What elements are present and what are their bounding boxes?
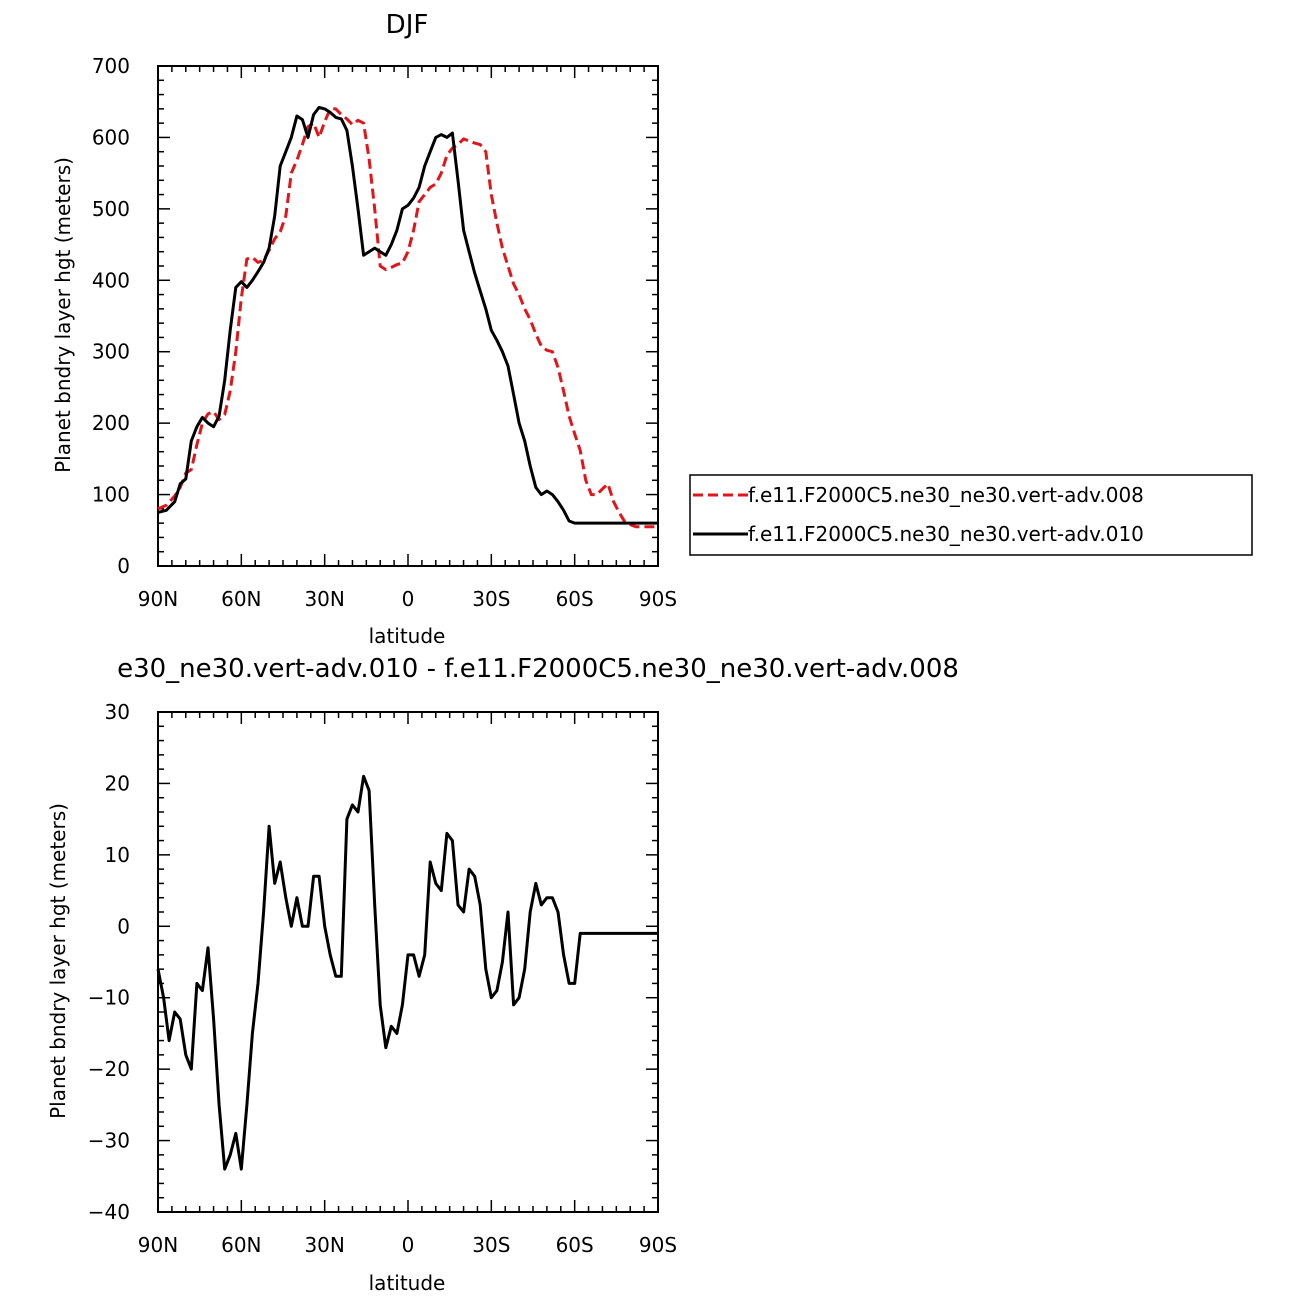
bottom-x-tick-label: 60N [221,1233,261,1257]
bottom-chart-title: e30_ne30.vert-adv.010 - f.e11.F2000C5.ne… [117,654,959,684]
bottom-y-tick-label: −40 [88,1200,130,1224]
legend-label-008: f.e11.F2000C5.ne30_ne30.vert-adv.008 [748,483,1144,507]
top-y-tick-label: 500 [92,197,130,221]
top-y-tick-label: 600 [92,125,130,149]
legend-box [689,474,1253,556]
bottom-x-tick-label: 90N [138,1233,178,1257]
top-plot-area: 90N 60N 30N 0 30S 60S 90S 0 100 200 300 400 500 600 70… [92,54,677,611]
top-y-tick-label: 300 [92,340,130,364]
top-x-tick-label: 60S [556,587,594,611]
bottom-x-tick-label: 90S [639,1233,677,1257]
bottom-x-axis-label: latitude [369,1271,446,1295]
legend: f.e11.F2000C5.ne30_ne30.vert-adv.008 f.e… [689,474,1253,556]
bottom-y-tick-label: 0 [117,914,130,938]
top-y-axis-label: Planet bndry layer hgt (meters) [51,157,75,473]
bottom-x-tick-label: 30N [304,1233,344,1257]
bottom-x-tick-label: 60S [556,1233,594,1257]
top-x-axis-label: latitude [369,624,446,648]
bottom-y-axis-label: Planet bndry layer hgt (meters) [46,803,70,1119]
bottom-x-tick-label: 30S [472,1233,510,1257]
top-x-tick-label: 90N [138,587,178,611]
bottom-y-tick-label: 20 [105,771,130,795]
top-x-tick-label: 90S [639,587,677,611]
top-y-tick-label: 100 [92,483,130,507]
top-chart-title: DJF [386,10,429,40]
bottom-x-tick-label: 0 [402,1233,415,1257]
bottom-y-tick-label: −10 [88,986,130,1010]
bottom-y-tick-label: −20 [88,1057,130,1081]
top-x-tick-label: 60N [221,587,261,611]
top-x-tick-label: 0 [402,587,415,611]
top-y-tick-label: 700 [92,54,130,78]
top-series-line-1 [157,105,658,525]
top-series-line-0 [157,107,658,529]
top-x-tick-label: 30S [472,587,510,611]
top-x-tick-label: 30N [304,587,344,611]
bottom-series-line-0 [156,774,658,1171]
legend-label-010: f.e11.F2000C5.ne30_ne30.vert-adv.010 [748,522,1144,546]
top-y-tick-label: 400 [92,268,130,292]
bottom-y-tick-label: 30 [105,700,130,724]
top-y-tick-label: 200 [92,411,130,435]
top-y-tick-label: 0 [117,554,130,578]
bottom-y-tick-label: −30 [88,1129,130,1153]
bottom-plot-area: 90N 60N 30N 0 30S 60S 90S −40 −30 −20 −10 0 10 20 30 [88,700,677,1257]
bottom-y-tick-label: 10 [105,843,130,867]
